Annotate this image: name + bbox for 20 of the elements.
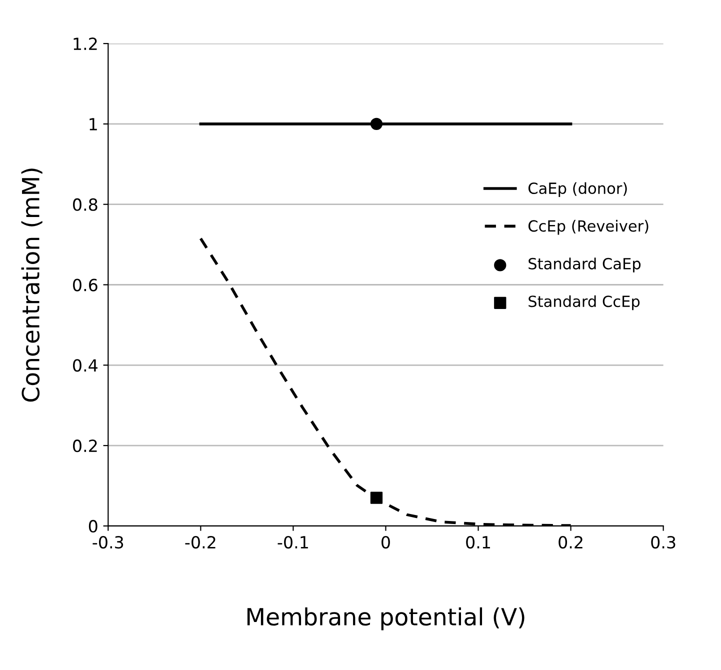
legend-label: Standard CaEp: [528, 258, 641, 272]
x-tick-label: 0.3: [651, 536, 676, 549]
y-tick-label: 0.4: [73, 359, 98, 372]
legend-label: CaEp (donor): [528, 182, 627, 197]
y-axis-title: Concentration (mM): [21, 168, 42, 402]
legend-label: CcEp (Reveiver): [528, 220, 648, 235]
y-tick-label: 0: [88, 520, 98, 533]
x-tick-label: 0: [382, 536, 390, 549]
x-tick-label: -0.1: [278, 536, 308, 549]
y-tick-label: 1: [90, 118, 97, 130]
x-axis-title: Membrane potential (V): [247, 607, 524, 630]
y-tick-label: 1.2: [74, 38, 97, 50]
legend-label: Standard CcEp: [528, 295, 640, 310]
y-tick-label: 0.6: [73, 278, 98, 292]
x-tick-label: 0.1: [466, 536, 490, 549]
y-tick-label: 0.8: [73, 198, 98, 211]
y-tick-label: 0.2: [73, 440, 97, 452]
x-tick-label: -0.3: [92, 536, 124, 549]
x-tick-label: -0.2: [185, 536, 216, 549]
x-tick-label: 0.2: [558, 536, 582, 549]
